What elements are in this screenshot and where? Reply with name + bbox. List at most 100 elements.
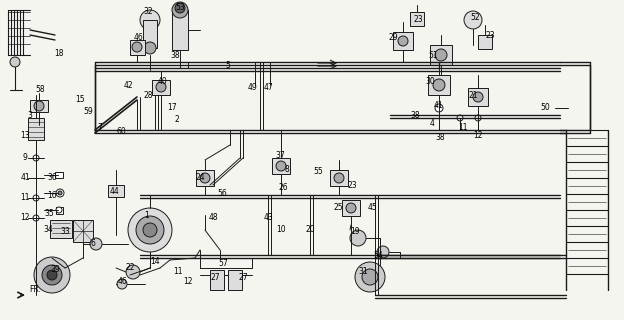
Text: 7: 7 <box>97 123 102 132</box>
Bar <box>272 158 290 174</box>
Circle shape <box>143 223 157 237</box>
Circle shape <box>42 265 62 285</box>
Circle shape <box>172 2 188 18</box>
Circle shape <box>33 155 39 161</box>
Circle shape <box>117 279 127 289</box>
Text: FR.: FR. <box>29 285 41 294</box>
Text: 4: 4 <box>429 118 434 127</box>
Text: 22: 22 <box>125 263 135 273</box>
Text: 44: 44 <box>109 188 119 196</box>
Circle shape <box>435 49 447 61</box>
Text: 14: 14 <box>150 258 160 267</box>
Bar <box>468 88 488 106</box>
Text: 33: 33 <box>60 228 70 236</box>
Text: 60: 60 <box>116 126 126 135</box>
Circle shape <box>355 262 385 292</box>
Text: 41: 41 <box>20 173 30 182</box>
Text: 18: 18 <box>54 49 64 58</box>
Circle shape <box>473 92 483 102</box>
Circle shape <box>33 215 39 221</box>
Text: 37: 37 <box>275 150 285 159</box>
Circle shape <box>128 208 172 252</box>
Text: 31: 31 <box>358 268 368 276</box>
Bar <box>478 35 492 49</box>
Circle shape <box>346 203 356 213</box>
Text: 19: 19 <box>350 228 360 236</box>
Text: 58: 58 <box>35 85 45 94</box>
Bar <box>228 270 242 290</box>
Text: 46: 46 <box>117 277 127 286</box>
Bar <box>152 80 170 95</box>
Circle shape <box>334 173 344 183</box>
Text: 2: 2 <box>175 116 179 124</box>
Circle shape <box>47 270 57 280</box>
Bar <box>393 32 413 50</box>
Bar <box>430 45 452 65</box>
Bar <box>410 12 424 26</box>
Circle shape <box>140 10 160 30</box>
Circle shape <box>362 269 378 285</box>
Text: 27: 27 <box>238 274 248 283</box>
Text: 11: 11 <box>20 194 30 203</box>
Bar <box>330 170 348 186</box>
Bar <box>196 170 214 186</box>
Bar <box>130 40 145 55</box>
Text: 51: 51 <box>428 51 438 60</box>
Circle shape <box>457 115 463 121</box>
Text: 32: 32 <box>143 7 153 17</box>
Text: 35: 35 <box>44 209 54 218</box>
Text: 41: 41 <box>433 100 443 109</box>
Bar <box>342 200 360 216</box>
Text: 16: 16 <box>47 191 57 201</box>
Text: 17: 17 <box>167 103 177 113</box>
Text: 54: 54 <box>373 251 383 260</box>
Text: 36: 36 <box>47 173 57 182</box>
Circle shape <box>34 101 44 111</box>
Circle shape <box>56 189 64 197</box>
Text: 38: 38 <box>410 110 420 119</box>
Text: 9: 9 <box>22 154 27 163</box>
Text: 28: 28 <box>144 91 153 100</box>
Bar <box>108 185 124 197</box>
Text: 3: 3 <box>27 110 32 119</box>
Text: 11: 11 <box>458 124 468 132</box>
Text: 39: 39 <box>50 266 60 275</box>
Text: 47: 47 <box>263 84 273 92</box>
Text: 13: 13 <box>20 131 30 140</box>
Circle shape <box>10 57 20 67</box>
Text: 42: 42 <box>123 82 133 91</box>
Text: 49: 49 <box>248 84 258 92</box>
Bar <box>210 270 224 290</box>
Text: 46: 46 <box>133 34 143 43</box>
Bar <box>50 220 72 238</box>
Circle shape <box>175 3 185 13</box>
Text: 24: 24 <box>195 173 205 182</box>
Text: 40: 40 <box>158 77 168 86</box>
Text: 6: 6 <box>90 238 95 247</box>
Circle shape <box>377 246 389 258</box>
Text: 59: 59 <box>83 108 93 116</box>
Text: 21: 21 <box>468 91 478 100</box>
Text: 23: 23 <box>347 180 357 189</box>
Text: 12: 12 <box>183 277 193 286</box>
Circle shape <box>475 115 481 121</box>
Text: 43: 43 <box>263 213 273 222</box>
Text: 45: 45 <box>367 204 377 212</box>
Text: 38: 38 <box>170 51 180 60</box>
Circle shape <box>132 42 142 52</box>
Text: 23: 23 <box>413 15 423 25</box>
Text: 48: 48 <box>208 213 218 222</box>
Text: 1: 1 <box>145 211 149 220</box>
Circle shape <box>435 104 443 112</box>
Text: 38: 38 <box>435 132 445 141</box>
Text: 8: 8 <box>285 165 290 174</box>
Text: 34: 34 <box>43 225 53 234</box>
Circle shape <box>464 11 482 29</box>
Bar <box>428 75 450 95</box>
Text: 57: 57 <box>218 260 228 268</box>
Text: 10: 10 <box>276 226 286 235</box>
Text: 50: 50 <box>540 103 550 113</box>
Circle shape <box>126 265 140 279</box>
Text: 12: 12 <box>20 213 30 222</box>
Text: 12: 12 <box>473 131 483 140</box>
